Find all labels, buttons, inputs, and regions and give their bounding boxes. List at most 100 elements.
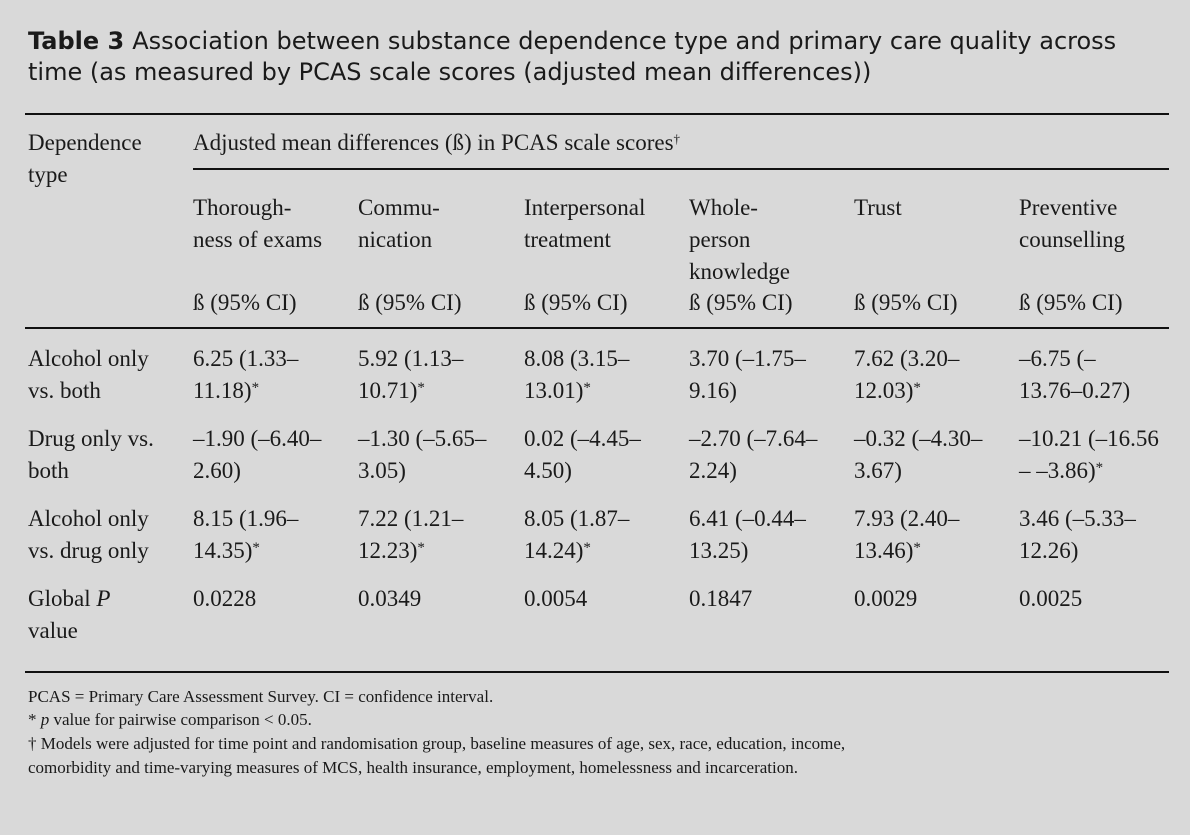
cell-value: 12.23) [358,538,418,563]
table-cell: 0.0054 [524,583,587,615]
significance-mark: * [913,380,921,396]
table-cell: 8.15 (1.96– 14.35)* [193,503,298,567]
cell-line: 5.92 (1.13– [358,343,463,375]
row-label-line: Drug only vs. [28,426,154,451]
p-symbol: p [40,710,50,729]
cell-line: 8.08 (3.15– [524,343,629,375]
table-cell: 6.41 (–0.44– 13.25) [689,503,806,567]
cell-line: 12.03)* [854,375,959,407]
column-header-line: Interpersonal [524,195,646,220]
significance-mark: * [417,540,425,556]
column-header: Whole-person knowledge [689,192,790,288]
column-header-line: Preventive [1019,195,1118,220]
cell-value: –2.70 (–7.64– [689,426,818,451]
table-cell: 8.08 (3.15– 13.01)* [524,343,629,407]
table-cell: –1.30 (–5.65– 3.05) [358,423,486,487]
cell-line: 3.46 (–5.33– [1019,503,1136,535]
table-cell: –0.32 (–4.30– 3.67) [854,423,982,487]
cell-value: 12.03) [854,378,914,403]
column-stat-label: ß (95% CI) [1019,290,1123,315]
table-cell: 5.92 (1.13– 10.71)* [358,343,463,407]
cell-line: 14.35)* [193,535,298,567]
cell-value: – –3.86) [1019,458,1096,483]
cell-value: –10.21 (–16.56 [1019,426,1159,451]
cell-line: 0.0054 [524,583,587,615]
column-header-line: treatment [524,227,611,252]
table-cell: 0.0349 [358,583,421,615]
column-stat-label: ß (95% CI) [193,290,297,315]
footnote-dagger-1: † Models were adjusted for time point an… [28,734,846,753]
table-label: Table 3 [28,27,125,55]
cell-line: 12.26) [1019,535,1136,567]
footnote-text: value for pairwise comparison < 0.05. [49,710,312,729]
cell-value: 9.16) [689,378,737,403]
column-header-line: knowledge [689,259,790,284]
cell-value: 0.0228 [193,586,257,611]
table-caption: Table 3 Association between substance dep… [28,26,1168,88]
cell-line: 7.62 (3.20– [854,343,959,375]
cell-value: 11.18) [193,378,252,403]
column-header-line: ness of exams [193,227,323,252]
cell-value: 8.05 (1.87– [524,506,630,531]
footnote-abbrev: PCAS = Primary Care Assessment Survey. C… [28,687,494,706]
cell-line: 0.0029 [854,583,917,615]
cell-value: –6.75 (– [1019,346,1096,371]
cell-value: 14.24) [524,538,584,563]
cell-value: 3.05) [358,458,406,483]
cell-line: 3.70 (–1.75– [689,343,806,375]
table-cell: 0.0029 [854,583,917,615]
column-header: Thorough-ness of exams [193,192,322,256]
cell-value: 0.1847 [689,586,753,611]
cell-line: 6.41 (–0.44– [689,503,806,535]
cell-line: 12.23)* [358,535,463,567]
cell-value: 0.02 (–4.45– [524,426,641,451]
cell-value: 2.60) [193,458,241,483]
footnote-significance: * p value for pairwise comparison < 0.05… [28,708,312,731]
cell-line: 13.76–0.27) [1019,375,1130,407]
cell-line: 0.0025 [1019,583,1082,615]
cell-line: 8.05 (1.87– [524,503,629,535]
cell-line: 10.71)* [358,375,463,407]
cell-line: 2.60) [193,455,321,487]
cell-value: 14.35) [193,538,253,563]
column-header: Interpersonal treatment [524,192,645,256]
table-cell: 7.62 (3.20– 12.03)* [854,343,959,407]
cell-value: 4.50) [524,458,572,483]
cell-line: 0.0228 [193,583,256,615]
cell-line: –10.21 (–16.56 [1019,423,1159,455]
table-cell: 7.22 (1.21– 12.23)* [358,503,463,567]
cell-value: 7.62 (3.20– [854,346,960,371]
cell-value: 5.92 (1.13– [358,346,464,371]
cell-value: 0.0025 [1019,586,1083,611]
row-label-text: Global [28,586,97,611]
cell-line: –1.30 (–5.65– [358,423,486,455]
table-cell: –6.75 (– 13.76–0.27) [1019,343,1130,407]
column-stat-label: ß (95% CI) [689,290,793,315]
cell-value: 8.08 (3.15– [524,346,630,371]
cell-value: 6.25 (1.33– [193,346,299,371]
cell-line: –6.75 (– [1019,343,1130,375]
cell-value: 0.0349 [358,586,422,611]
cell-line: 8.15 (1.96– [193,503,298,535]
significance-mark: * [417,380,425,396]
row-label-line: Alcohol only [28,506,149,531]
cell-line: 4.50) [524,455,641,487]
column-header: Trust [854,192,902,224]
star-mark: * [28,710,37,729]
table-cell: 3.46 (–5.33– 12.26) [1019,503,1136,567]
row-label-line: Alcohol only [28,346,149,371]
column-stat-label: ß (95% CI) [524,290,628,315]
header-rule [25,327,1169,329]
significance-mark: * [251,380,260,396]
column-header-line: Whole- [689,195,758,220]
cell-line: – –3.86)* [1019,455,1159,487]
cell-line: –1.90 (–6.40– [193,423,321,455]
cell-value: 10.71) [358,378,418,403]
table-cell: –10.21 (–16.56 – –3.86)* [1019,423,1159,487]
spanner-rule [193,168,1169,170]
column-header-line: nication [358,227,433,252]
spanner-text: Adjusted mean differences (ß) in PCAS sc… [193,130,674,155]
column-header-line: Thorough- [193,195,292,220]
cell-line: 13.01)* [524,375,629,407]
